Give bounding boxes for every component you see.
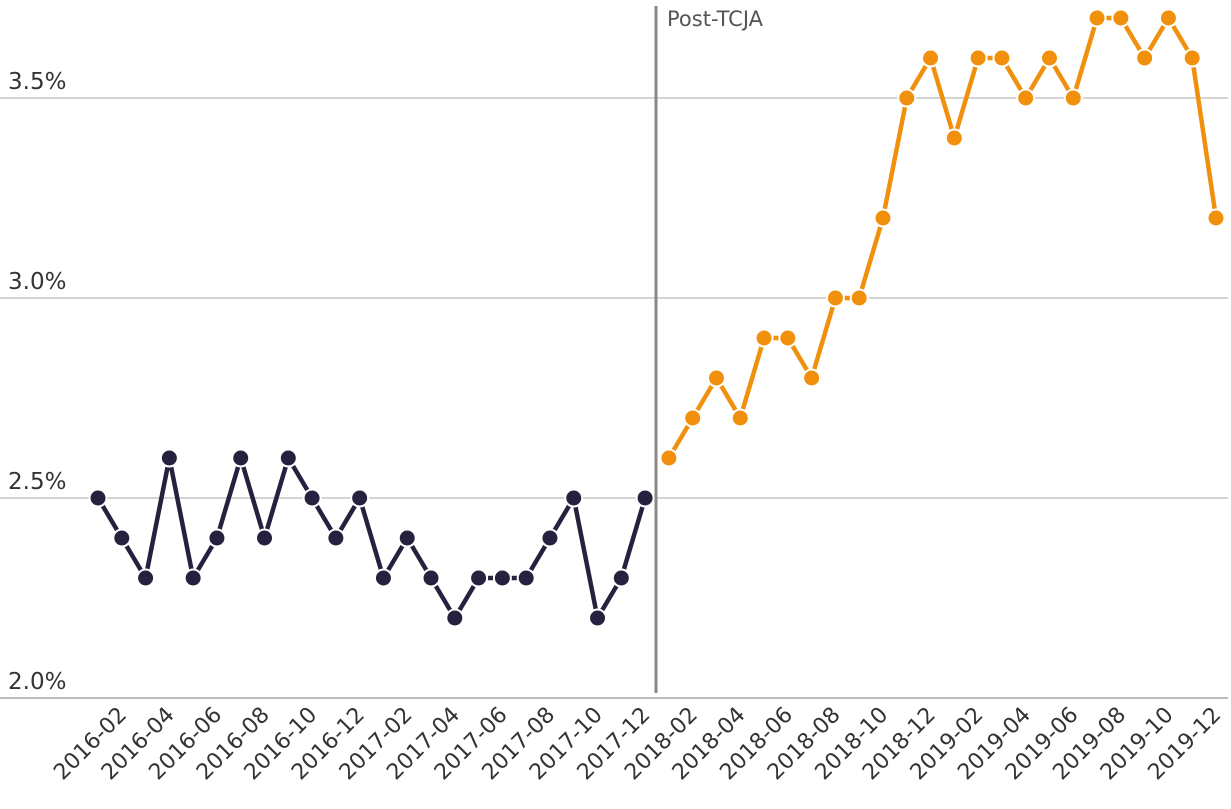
data-point xyxy=(849,288,869,308)
data-point xyxy=(255,528,275,548)
data-point xyxy=(231,448,251,468)
data-point xyxy=(469,568,489,588)
data-point xyxy=(825,288,845,308)
data-point xyxy=(278,448,298,468)
data-point xyxy=(683,408,703,428)
data-point xyxy=(421,568,441,588)
data-point xyxy=(492,568,512,588)
y-tick-label: 3.5% xyxy=(8,69,66,95)
data-point xyxy=(1182,48,1202,68)
data-point xyxy=(873,208,893,228)
data-point xyxy=(136,568,156,588)
data-point xyxy=(540,528,560,548)
data-point xyxy=(445,608,465,628)
data-point xyxy=(778,328,798,348)
data-point xyxy=(373,568,393,588)
y-tick-label: 3.0% xyxy=(8,269,66,295)
data-point xyxy=(1087,8,1107,28)
data-point xyxy=(1158,8,1178,28)
data-point xyxy=(350,488,370,508)
data-point xyxy=(1135,48,1155,68)
data-point xyxy=(159,448,179,468)
data-point xyxy=(326,528,346,548)
data-point xyxy=(921,48,941,68)
data-point xyxy=(183,568,203,588)
y-tick-label: 2.0% xyxy=(8,669,66,695)
data-point xyxy=(1016,88,1036,108)
data-point xyxy=(706,368,726,388)
data-point xyxy=(588,608,608,628)
data-point xyxy=(754,328,774,348)
data-point xyxy=(1111,8,1131,28)
series-line xyxy=(666,15,1219,460)
data-point xyxy=(730,408,750,428)
y-tick-label: 2.5% xyxy=(8,469,66,495)
data-point xyxy=(1039,48,1059,68)
data-point xyxy=(397,528,417,548)
data-point xyxy=(897,88,917,108)
data-point xyxy=(1206,208,1226,228)
data-point xyxy=(659,448,679,468)
data-point xyxy=(1063,88,1083,108)
data-point xyxy=(207,528,227,548)
annotation-label: Post-TCJA xyxy=(667,7,764,31)
data-point xyxy=(992,48,1012,68)
data-point xyxy=(302,488,322,508)
data-point xyxy=(112,528,132,548)
data-point xyxy=(516,568,536,588)
data-point xyxy=(944,128,964,148)
data-point xyxy=(802,368,822,388)
data-point xyxy=(564,488,584,508)
data-point xyxy=(635,488,655,508)
series-line xyxy=(96,455,648,621)
data-point xyxy=(88,488,108,508)
data-point xyxy=(611,568,631,588)
data-point xyxy=(968,48,988,68)
